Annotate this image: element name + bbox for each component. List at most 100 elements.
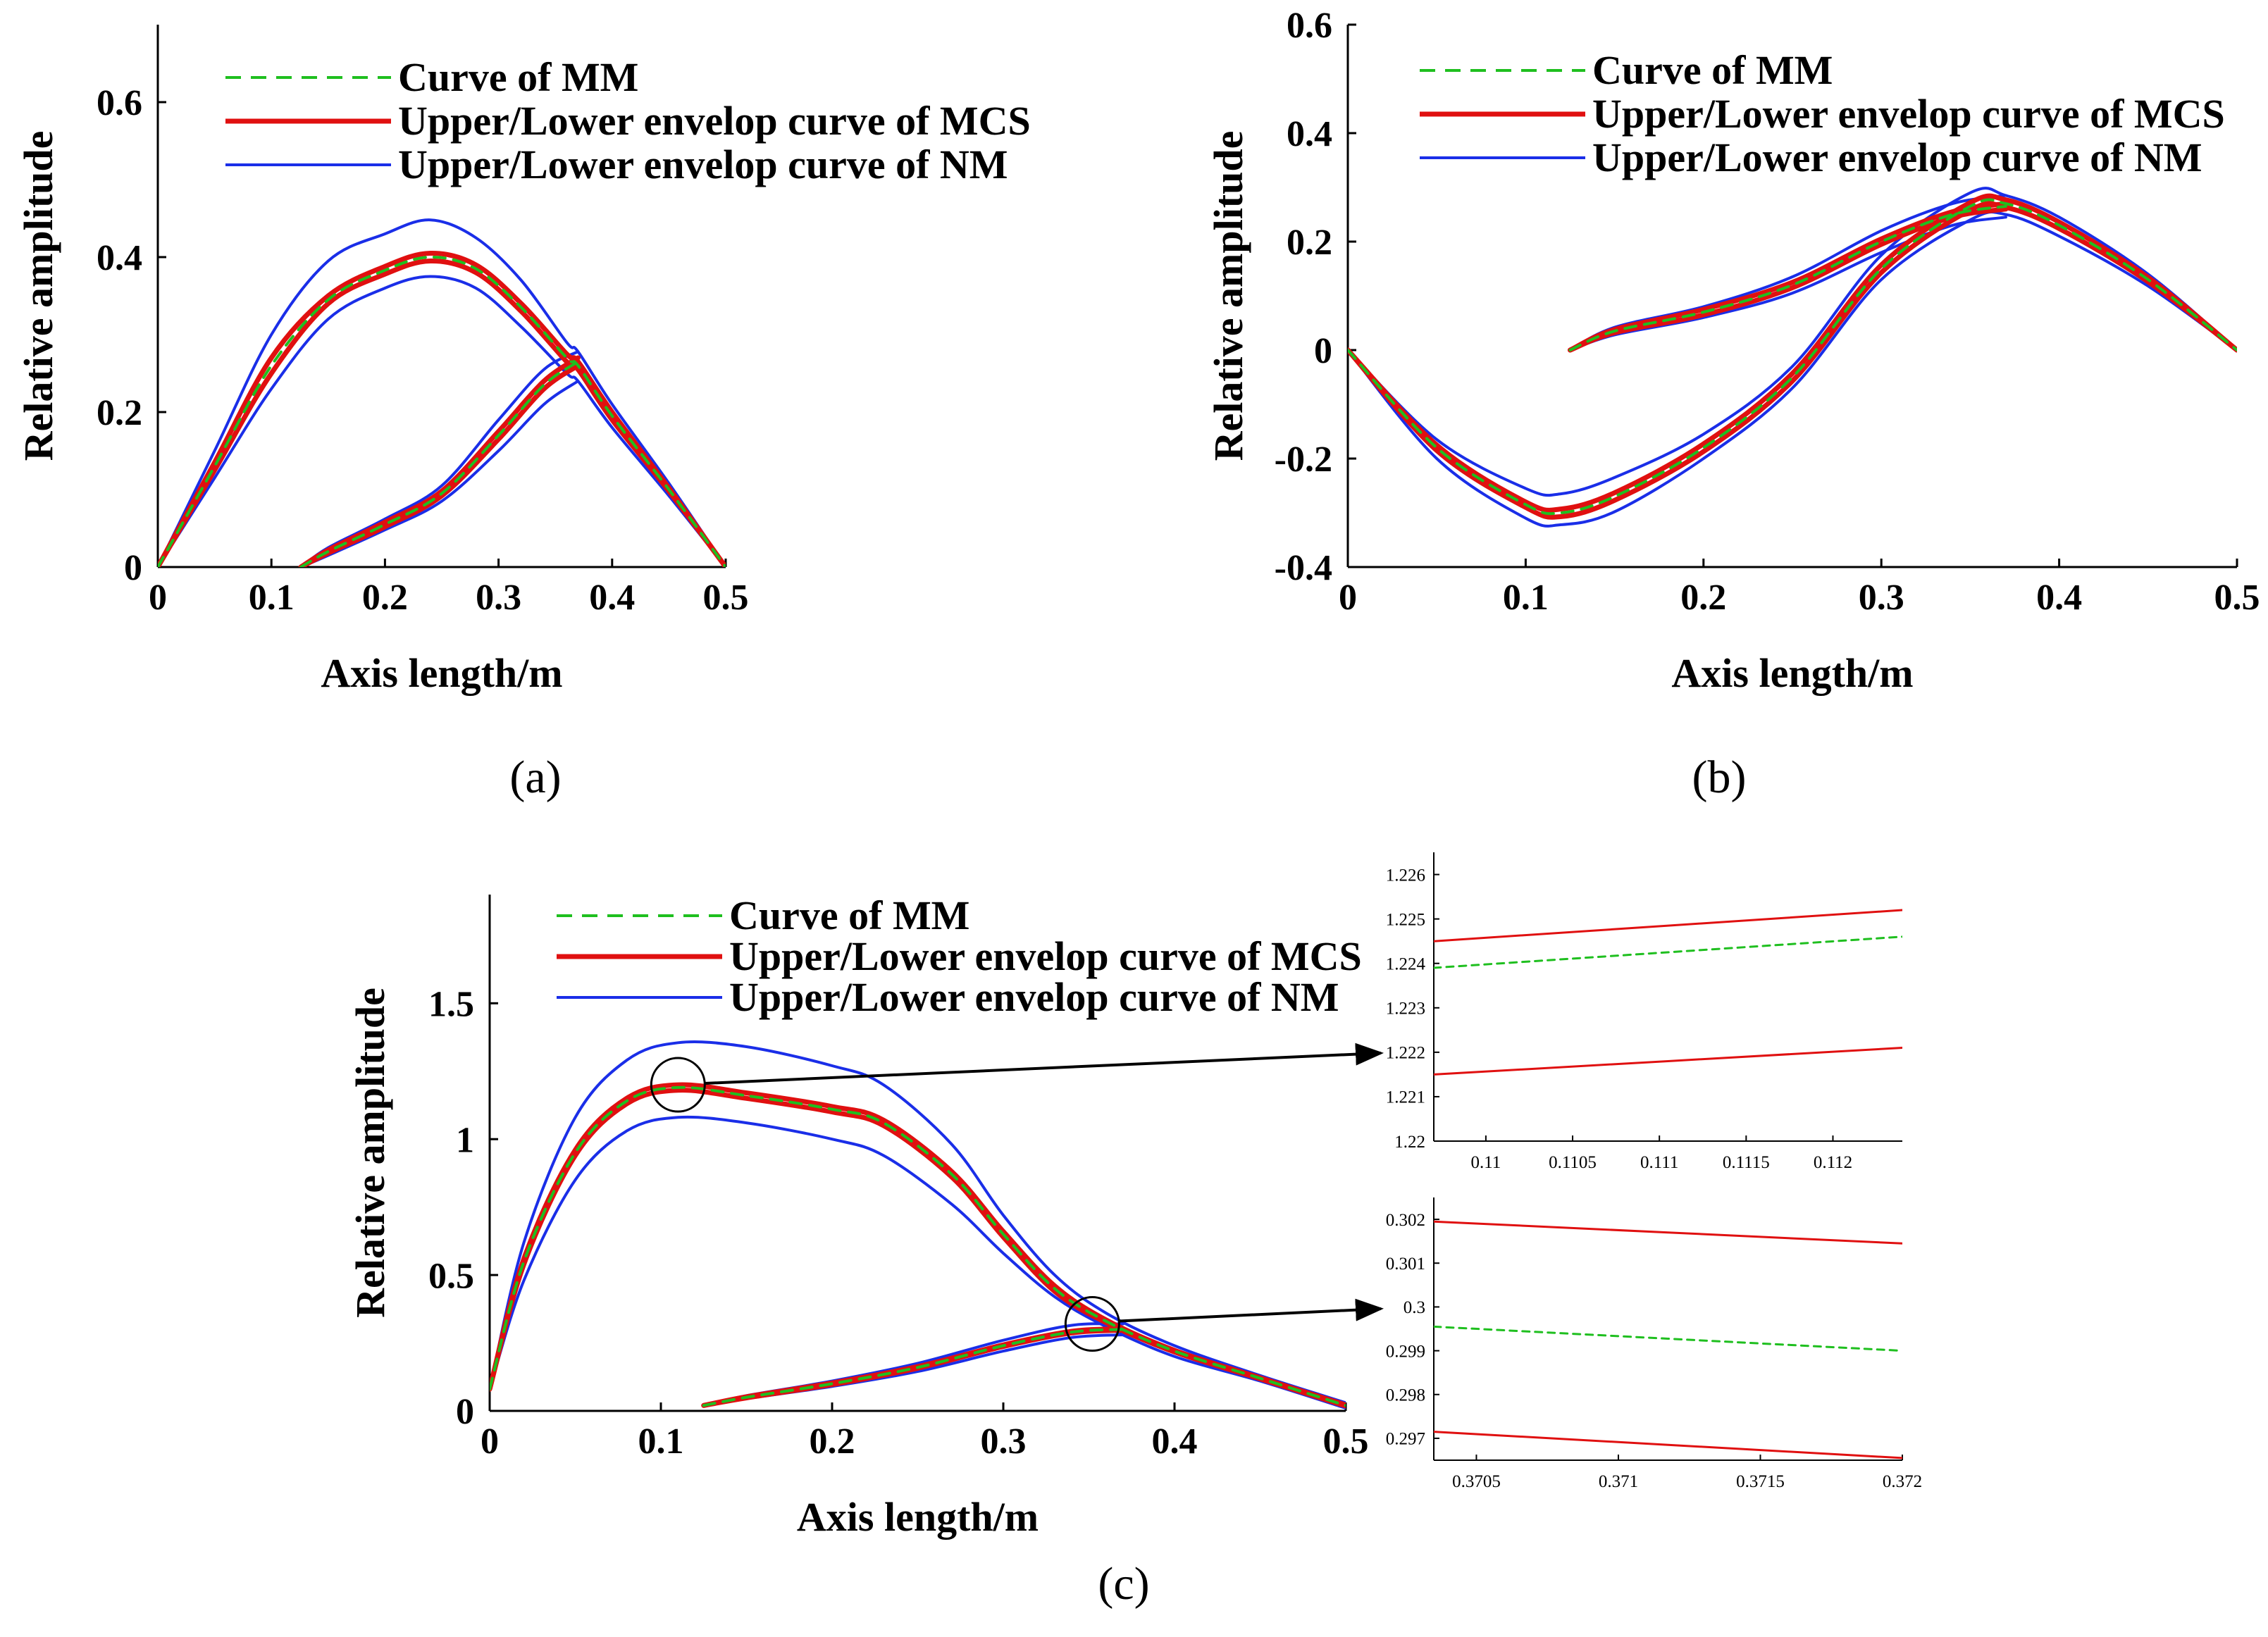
- panel-label: (a): [509, 752, 561, 803]
- y-tick-label: -0.4: [1275, 548, 1332, 588]
- series-line-mm: [1434, 1325, 1902, 1352]
- series-line-mcs: [298, 355, 581, 567]
- legend-label: Upper/Lower envelop curve of NM: [729, 974, 1339, 1020]
- x-tick-label: 0.5: [1323, 1421, 1369, 1462]
- series-line-nm: [1348, 187, 2237, 497]
- x-tick-label: 0: [481, 1421, 499, 1462]
- x-tick-label: 0: [149, 578, 167, 618]
- legend-label: Upper/Lower envelop curve of MCS: [398, 98, 1031, 144]
- plots-layer: 0 0.1 0.2 0.3 0.4 0.5 0 0.2 0.4 0.6 Axis length/m R…: [16, 6, 2260, 1610]
- y-tick-label: 0.297: [1386, 1430, 1425, 1449]
- x-tick-label: 0.3: [1859, 578, 1904, 618]
- x-tick-label: 0.1: [638, 1421, 684, 1462]
- zoom-arrow-top: [705, 1042, 1384, 1085]
- x-tick-label: 0.1115: [1723, 1153, 1770, 1172]
- y-tick-label: 1.225: [1386, 910, 1425, 929]
- y-axis-title: Relative amplitude: [16, 131, 61, 461]
- legend-label: Upper/Lower envelop curve of NM: [398, 142, 1008, 187]
- series-group: [1434, 909, 1902, 1076]
- y-tick-label: 0.298: [1386, 1386, 1425, 1405]
- legend-label: Upper/Lower envelop curve of MCS: [1592, 91, 2225, 137]
- x-tick-label: 0.1105: [1549, 1153, 1597, 1172]
- y-tick-label: 0.4: [1287, 114, 1332, 154]
- series-line-nm: [490, 1040, 1346, 1405]
- x-axis-title: Axis length/m: [321, 650, 562, 696]
- chart-panel-b: 0 0.1 0.2 0.3 0.4 0.5 -0.4 -0.2 0 0.2 0.4 0.6 Axis l…: [1206, 6, 2260, 803]
- y-tick-label: 1.223: [1386, 1000, 1425, 1019]
- legend-label: Upper/Lower envelop curve of NM: [1592, 135, 2202, 180]
- y-tick-label: 0.301: [1386, 1255, 1425, 1274]
- y-tick-label: 0.6: [1287, 6, 1332, 46]
- y-tick-label: 0: [456, 1392, 474, 1432]
- series-line-mm: [158, 255, 726, 567]
- chart-panel-c_inset_top: 0.11 0.1105 0.111 0.1115 0.112 1.22 1.221 1.222…: [1386, 852, 1902, 1172]
- y-tick-label: 1.222: [1386, 1044, 1425, 1063]
- x-tick-label: 0.4: [589, 578, 635, 618]
- series-group: [158, 218, 726, 567]
- zoom-circle-top: [650, 1057, 706, 1113]
- y-tick-label: 0: [1314, 331, 1332, 371]
- y-tick-label: 1.5: [428, 985, 474, 1025]
- series-line-nm: [158, 218, 726, 567]
- x-tick-label: 0.5: [703, 578, 749, 618]
- series-line-mm: [702, 1328, 1125, 1407]
- x-tick-label: 0.4: [1152, 1421, 1198, 1462]
- y-tick-label: 1: [456, 1120, 474, 1160]
- zoom-circle-bottom: [1064, 1296, 1120, 1352]
- x-tick-label: 0.2: [362, 578, 408, 618]
- y-tick-label: 0.4: [97, 238, 142, 278]
- chart-panel-c: 0 0.1 0.2 0.3 0.4 0.5 0 0.5 1 1.5 Axis length/m Rel…: [347, 892, 1369, 1610]
- series-line-mcs: [1348, 201, 2237, 520]
- y-tick-label: 0: [124, 548, 142, 588]
- y-tick-label: 0.5: [428, 1256, 474, 1296]
- series-line-mm: [1568, 204, 2007, 351]
- x-tick-label: 0.3: [476, 578, 521, 618]
- legend-label: Curve of MM: [1592, 47, 1833, 93]
- legend-label: Upper/Lower envelop curve of MCS: [729, 933, 1362, 979]
- series-line-mcs: [1434, 1431, 1902, 1459]
- series-line-nm: [490, 1115, 1346, 1410]
- x-tick-label: 0.1: [1503, 578, 1549, 618]
- panel-label: (b): [1692, 752, 1747, 803]
- x-tick-label: 0.372: [1883, 1472, 1922, 1491]
- x-tick-label: 0.2: [810, 1421, 855, 1462]
- x-axis-title: Axis length/m: [1671, 650, 1913, 696]
- zoom-arrow-bottom: [1119, 1298, 1384, 1323]
- y-tick-label: 0.2: [97, 393, 142, 433]
- series-line-mcs: [1434, 1220, 1902, 1245]
- y-tick-label: 1.22: [1394, 1133, 1425, 1152]
- y-axis-title: Relative amplitude: [347, 988, 393, 1318]
- series-line-mcs: [298, 363, 581, 567]
- x-tick-label: 0.3: [981, 1421, 1027, 1462]
- series-line-mcs: [158, 250, 726, 567]
- series-line-mcs: [1434, 1047, 1902, 1076]
- series-line-nm: [299, 350, 580, 567]
- x-tick-label: 0.1: [249, 578, 295, 618]
- y-axis-title: Relative amplitude: [1206, 131, 1251, 461]
- series-line-mm: [299, 360, 580, 567]
- x-axis-title: Axis length/m: [797, 1494, 1039, 1540]
- y-tick-label: 1.226: [1386, 866, 1425, 885]
- legend-label: Curve of MM: [398, 54, 638, 100]
- legend-label: Curve of MM: [729, 892, 969, 938]
- panel-label: (c): [1098, 1558, 1149, 1610]
- y-tick-label: 0.6: [97, 83, 142, 123]
- series-line-nm: [1348, 211, 2237, 528]
- series-line-mm: [1348, 198, 2237, 516]
- x-tick-label: 0: [1339, 578, 1357, 618]
- x-tick-label: 0.4: [2036, 578, 2082, 618]
- x-tick-label: 0.3705: [1452, 1472, 1501, 1491]
- chart-panel-c_inset_bottom: 0.3705 0.371 0.3715 0.372 0.297 0.298 0.299 0.3…: [1386, 1197, 1922, 1491]
- x-tick-label: 0.111: [1640, 1153, 1678, 1172]
- series-line-mm: [1434, 935, 1902, 969]
- x-tick-label: 0.2: [1680, 578, 1726, 618]
- x-tick-label: 0.5: [2214, 578, 2260, 618]
- series-line-mcs: [490, 1082, 1346, 1407]
- x-tick-label: 0.3715: [1736, 1472, 1785, 1491]
- series-line-mcs: [1568, 201, 2009, 353]
- y-tick-label: 0.299: [1386, 1342, 1425, 1361]
- y-tick-label: -0.2: [1275, 440, 1332, 480]
- y-tick-label: 0.3: [1403, 1298, 1425, 1317]
- x-tick-label: 0.11: [1470, 1153, 1501, 1172]
